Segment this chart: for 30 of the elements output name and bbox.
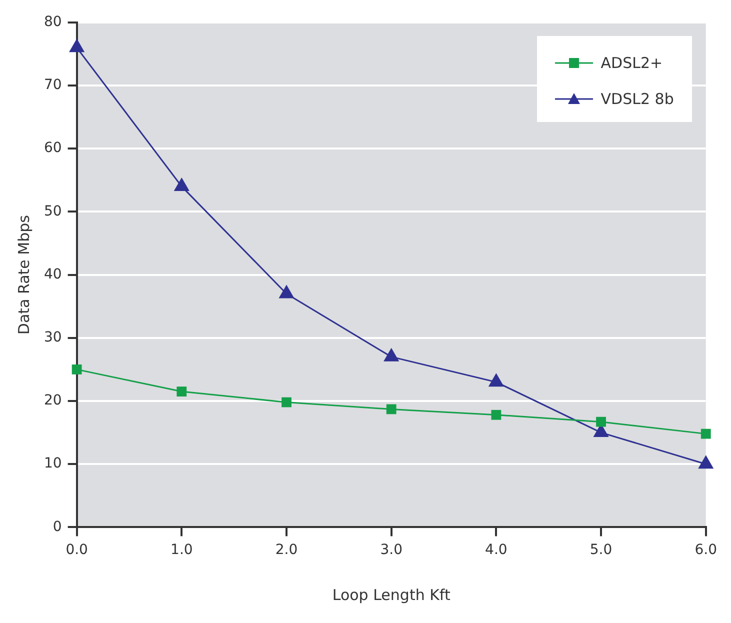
point (491, 410, 502, 420)
x-tick-label: 2.0 (275, 542, 298, 558)
point (174, 177, 190, 191)
y-tick-label: 40 (44, 266, 62, 282)
x-tick-label: 6.0 (694, 542, 717, 558)
x-axis-title: Loop Length Kft (332, 586, 450, 604)
y-tick-label: 20 (44, 392, 62, 409)
y-tick-label: 60 (44, 140, 62, 156)
legend-label: VDSL2 8b (600, 90, 674, 108)
point (278, 284, 294, 298)
point (596, 416, 606, 427)
y-tick-label: 50 (44, 203, 62, 220)
point (69, 38, 85, 52)
x-tick-label: 4.0 (485, 542, 508, 558)
x-tick-label: 1.0 (170, 542, 193, 558)
x-tick-label: 3.0 (380, 542, 402, 558)
x-tick-label: 0.0 (66, 542, 88, 558)
y-tick-label: 70 (44, 77, 62, 94)
legend-label: ADSL2+ (600, 54, 663, 72)
point (700, 428, 711, 439)
y-tick-label: 80 (44, 14, 62, 30)
x-tick-label: 5.0 (590, 542, 612, 558)
y-tick-label: 10 (44, 456, 62, 472)
point (386, 404, 396, 414)
point (176, 386, 187, 396)
point (72, 364, 82, 374)
y-tick-label: 0 (52, 518, 62, 535)
point (282, 397, 292, 408)
y-axis-title: Data Rate Mbps (14, 214, 33, 335)
y-tick-label: 30 (44, 330, 62, 346)
